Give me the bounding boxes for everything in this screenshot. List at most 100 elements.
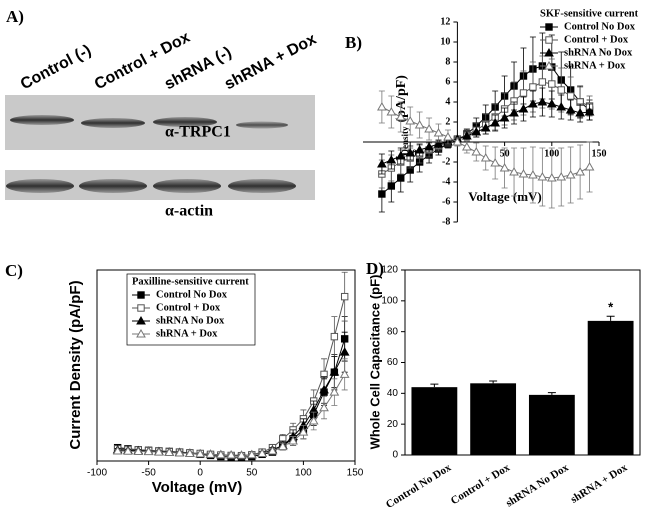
x-tick-label: shRNA No Dox [504, 461, 571, 509]
x-tick-label: shRNA + Dox [569, 461, 630, 506]
legend-label: shRNA + Dox [564, 60, 626, 71]
marker [461, 130, 472, 140]
marker [556, 171, 567, 181]
x-tick-label: 100 [295, 468, 312, 479]
y-tick-label: 12 [440, 16, 450, 27]
legend-label: Control + Dox [564, 34, 629, 45]
marker [548, 80, 556, 88]
marker [414, 144, 425, 154]
marker [226, 449, 237, 459]
marker [267, 445, 278, 455]
y-tick-label: 80 [387, 326, 399, 337]
marker [215, 449, 226, 459]
legend-label: Control + Dox [156, 302, 221, 313]
marker [330, 332, 339, 341]
marker [386, 106, 397, 116]
marker [490, 117, 501, 127]
bar [528, 394, 575, 455]
marker [378, 190, 386, 198]
legend-marker [136, 315, 146, 325]
marker [538, 78, 547, 86]
marker [546, 172, 557, 182]
marker [575, 107, 585, 117]
marker [329, 387, 340, 396]
marker [471, 146, 482, 156]
marker [277, 441, 288, 451]
bar [470, 383, 517, 455]
marker [509, 107, 519, 117]
y-tick-label: 60 [387, 357, 399, 368]
y-tick-label: 6 [445, 76, 450, 87]
y-tick-label: 4 [445, 96, 450, 107]
marker [499, 162, 510, 172]
marker [518, 103, 529, 113]
y-tick-label: 2 [445, 116, 450, 127]
legend-marker [545, 36, 553, 44]
legend-marker [544, 47, 554, 57]
marker [452, 136, 463, 146]
marker [518, 168, 529, 178]
legend-label: shRNA No Dox [564, 47, 633, 58]
marker [340, 292, 349, 301]
marker [339, 369, 350, 378]
marker [288, 436, 298, 445]
marker [133, 446, 144, 455]
marker [528, 98, 538, 108]
x-tick-label: -100 [87, 468, 107, 479]
marker [377, 101, 387, 111]
marker [528, 169, 538, 179]
marker [185, 448, 195, 457]
x-tick-label: 150 [592, 148, 607, 159]
marker [584, 106, 595, 116]
blot-band [153, 179, 221, 193]
marker [471, 126, 482, 136]
significance-mark: * [608, 300, 614, 315]
panel-label: D) [366, 259, 384, 278]
marker [387, 182, 396, 190]
y-tick-label: 100 [381, 295, 398, 306]
x-tick-label: 50 [246, 468, 258, 479]
legend-label: shRNA No Dox [156, 315, 225, 326]
x-tick-label: 150 [347, 468, 364, 479]
marker [319, 384, 329, 394]
legend-marker [137, 304, 145, 312]
marker [480, 122, 491, 132]
marker [395, 111, 406, 121]
marker [112, 445, 123, 455]
marker [257, 448, 267, 457]
marker [395, 150, 406, 160]
marker [339, 347, 350, 356]
marker [405, 147, 416, 157]
x-tick-label: -50 [141, 468, 156, 479]
legend-title: Paxilline-sensitive current [132, 276, 249, 287]
marker [195, 448, 206, 458]
x-axis-title: Voltage (mV) [152, 479, 243, 496]
bar [411, 387, 458, 455]
marker [143, 446, 154, 456]
legend-label: Control No Dox [564, 21, 636, 32]
blot-band [236, 121, 288, 129]
error-bar [606, 315, 615, 321]
marker [424, 123, 434, 133]
blot-band [79, 179, 147, 193]
lane-label: shRNA + Dox [222, 31, 319, 94]
marker [443, 131, 453, 141]
y-axis-title-unit: (pA/pF) [394, 75, 409, 123]
legend-label: shRNA + Dox [156, 328, 218, 339]
marker [308, 416, 319, 425]
bar [587, 320, 634, 455]
error-bar [547, 392, 556, 395]
y-axis-title: Whole Cell Capacitance (pF) [367, 275, 382, 450]
y-tick-label: -6 [442, 196, 450, 207]
legend-title: SKF-sensitive current [540, 8, 639, 19]
marker [123, 446, 133, 455]
legend-marker [545, 23, 553, 31]
error-bar [489, 380, 498, 384]
marker [174, 447, 185, 457]
marker [557, 86, 565, 94]
y-tick-label: 8 [445, 56, 450, 67]
marker [386, 154, 397, 164]
y-tick-label: 40 [387, 388, 399, 399]
marker [154, 447, 164, 456]
